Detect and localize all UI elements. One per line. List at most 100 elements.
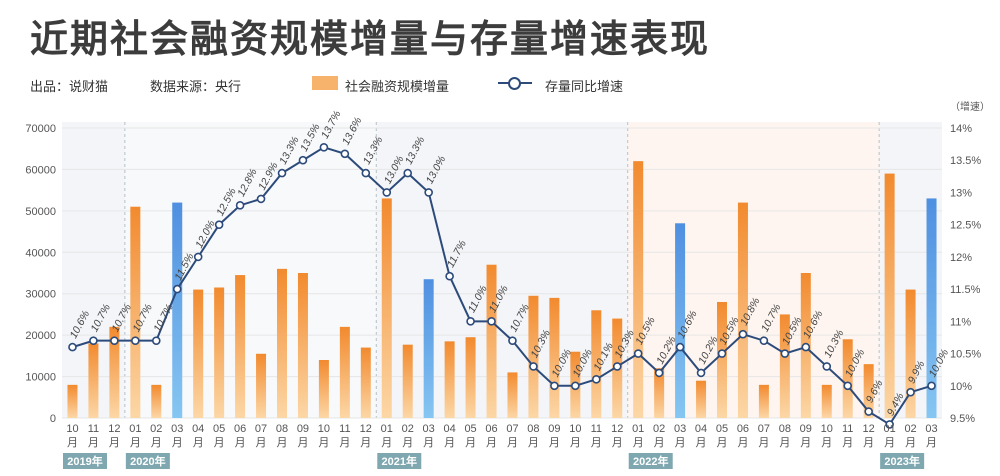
x-tick-suffix: 月 xyxy=(130,437,141,449)
x-tick-suffix: 月 xyxy=(444,437,455,449)
line-point xyxy=(235,201,245,210)
x-tick-suffix: 月 xyxy=(570,437,581,449)
x-tick-label: 01 xyxy=(129,423,141,435)
line-point xyxy=(277,168,287,178)
x-tick-suffix: 月 xyxy=(612,437,623,449)
line-point xyxy=(445,271,454,281)
x-tick-suffix: 月 xyxy=(151,437,162,449)
x-tick-label: 04 xyxy=(192,423,204,435)
year-label: 2021年 xyxy=(382,454,417,468)
x-tick-label: 01 xyxy=(883,423,895,435)
year-box xyxy=(628,453,673,469)
x-tick-suffix: 月 xyxy=(696,437,707,449)
x-tick-label: 01 xyxy=(632,423,644,435)
x-tick-suffix: 月 xyxy=(256,437,267,449)
line-point xyxy=(487,317,496,326)
x-tick-label: 08 xyxy=(527,423,539,435)
x-tick-label: 05 xyxy=(464,423,476,435)
x-tick-label: 03 xyxy=(925,423,937,435)
bar xyxy=(696,380,707,418)
line-point xyxy=(906,387,915,397)
line-point xyxy=(696,368,706,378)
line-point xyxy=(675,342,685,352)
bar xyxy=(297,273,308,418)
bar xyxy=(507,372,518,418)
bar xyxy=(926,198,937,418)
x-tick-label: 11 xyxy=(591,423,602,435)
x-tick-label: 12 xyxy=(863,423,875,435)
y-left-tick-label: 60000 xyxy=(25,164,56,176)
y-left-tick-label: 10000 xyxy=(25,372,56,384)
x-tick-suffix: 月 xyxy=(842,437,853,449)
x-tick-suffix: 月 xyxy=(297,437,308,449)
line-point xyxy=(403,168,413,178)
x-tick-suffix: 月 xyxy=(926,437,937,449)
bar xyxy=(486,264,497,418)
legend-bar-swatch xyxy=(312,76,338,90)
y-right-tick-label: 11.5% xyxy=(950,284,981,296)
x-tick-label: 11 xyxy=(88,423,99,435)
x-tick-suffix: 月 xyxy=(423,437,434,449)
bar xyxy=(235,275,246,418)
y-right-tick-label: 11% xyxy=(950,316,971,328)
line-point xyxy=(591,375,601,384)
x-tick-label: 04 xyxy=(695,423,707,435)
line-point xyxy=(822,362,832,371)
y-left-tick-label: 20000 xyxy=(25,330,56,342)
page-title: 近期社会融资规模增量与存量增速表现 xyxy=(30,17,711,61)
x-tick-suffix: 月 xyxy=(675,437,686,449)
y-right-tick-label: 13.5% xyxy=(950,155,981,167)
bar xyxy=(821,384,832,418)
line-point xyxy=(319,143,329,152)
line-point xyxy=(885,420,894,429)
x-tick-suffix: 月 xyxy=(528,437,539,449)
data-source-label: 数据来源：央行 xyxy=(150,79,242,94)
y-right-tick-label: 12.5% xyxy=(950,220,981,232)
legend-line-label: 存量同比增速 xyxy=(545,79,624,94)
x-tick-suffix: 月 xyxy=(402,437,413,449)
line-point xyxy=(151,336,161,345)
source-label: 出品：说财猫 xyxy=(30,79,109,94)
bar xyxy=(67,384,78,418)
line-point xyxy=(633,349,643,358)
x-tick-suffix: 月 xyxy=(549,437,560,449)
x-tick-label: 06 xyxy=(737,423,749,435)
x-tick-label: 02 xyxy=(150,423,162,435)
x-tick-suffix: 月 xyxy=(67,437,78,449)
line-point xyxy=(298,155,308,165)
bar xyxy=(779,314,790,418)
x-tick-label: 09 xyxy=(297,423,309,435)
line-point xyxy=(738,329,748,339)
x-tick-suffix: 月 xyxy=(633,437,644,449)
y-right-unit-label: （增速） xyxy=(950,100,990,113)
x-tick-suffix: 月 xyxy=(654,437,665,449)
x-tick-label: 05 xyxy=(213,423,225,435)
bar xyxy=(109,326,120,418)
line-point xyxy=(927,381,936,391)
x-tick-label: 11 xyxy=(339,423,350,435)
bar xyxy=(402,344,413,418)
bar xyxy=(256,353,267,418)
x-tick-suffix: 月 xyxy=(507,437,518,449)
bar xyxy=(444,341,455,418)
year-band xyxy=(124,122,377,418)
bar xyxy=(172,202,183,418)
x-tick-label: 09 xyxy=(548,423,560,435)
x-tick-label: 04 xyxy=(443,423,455,435)
line-point xyxy=(717,349,727,358)
bar xyxy=(758,384,769,418)
bar xyxy=(591,310,602,418)
x-tick-label: 02 xyxy=(904,423,916,435)
x-tick-suffix: 月 xyxy=(591,437,602,449)
line-point xyxy=(361,168,371,178)
x-tick-suffix: 月 xyxy=(800,437,811,449)
x-tick-label: 06 xyxy=(485,423,497,435)
x-tick-suffix: 月 xyxy=(193,437,204,449)
y-left-tick-label: 40000 xyxy=(25,247,56,259)
bar xyxy=(214,287,225,418)
x-tick-suffix: 月 xyxy=(360,437,371,449)
x-tick-suffix: 月 xyxy=(884,437,895,449)
x-tick-label: 07 xyxy=(255,423,267,435)
bar xyxy=(318,360,329,418)
